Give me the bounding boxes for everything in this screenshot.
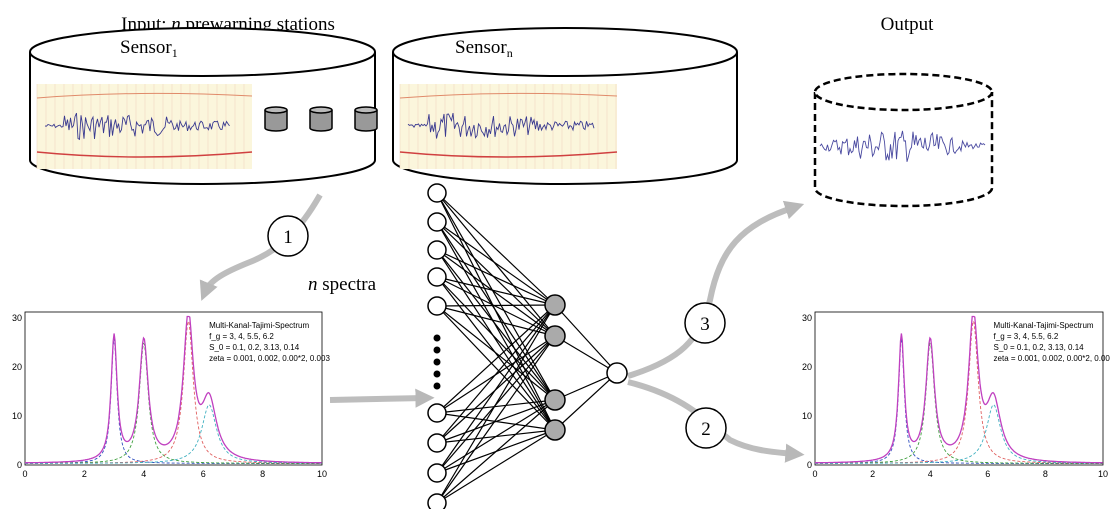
output-node [607, 363, 627, 383]
legend-text: Multi-Kanal-Tajimi-Spectrum [994, 321, 1094, 330]
step-circles [268, 216, 726, 448]
y-tick-label: 30 [12, 313, 22, 323]
input-node [428, 213, 446, 231]
y-tick-label: 10 [12, 411, 22, 421]
input-node [428, 241, 446, 259]
sensor-label: Sensorn [455, 37, 513, 60]
net-edge [437, 193, 555, 336]
input-node [428, 297, 446, 315]
input-node [428, 404, 446, 422]
ellipsis-dot [434, 383, 441, 390]
x-tick-label: 6 [985, 469, 990, 479]
spectra-label: n spectra [308, 274, 377, 295]
net-edge [437, 222, 555, 336]
small-cylinders [265, 107, 377, 131]
x-tick-label: 2 [82, 469, 87, 479]
plot-frame [815, 312, 1103, 465]
plot-frame [25, 312, 322, 465]
x-tick-label: 0 [812, 469, 817, 479]
net-edge [437, 336, 555, 503]
legend-text: zeta = 0.001, 0.002, 0.00*2, 0.003 [209, 354, 330, 363]
y-tick-label: 20 [802, 362, 812, 372]
x-tick-label: 10 [1098, 469, 1108, 479]
input-node [428, 268, 446, 286]
ellipsis-dot [434, 347, 441, 354]
output-label: Output [881, 14, 935, 35]
y-tick-label: 30 [802, 313, 812, 323]
step-label: 3 [700, 314, 710, 335]
legend-text: S_0 = 0.1, 0.2, 3.13, 0.14 [209, 343, 300, 352]
hidden-node [545, 420, 565, 440]
ellipsis-dot [434, 359, 441, 366]
x-tick-label: 4 [141, 469, 146, 479]
legend-text: S_0 = 0.1, 0.2, 3.13, 0.14 [994, 343, 1085, 352]
x-tick-label: 2 [870, 469, 875, 479]
x-tick-label: 6 [201, 469, 206, 479]
x-tick-label: 8 [1043, 469, 1048, 479]
y-tick-label: 20 [12, 362, 22, 372]
y-tick-label: 10 [802, 411, 812, 421]
spectrum-plot: 0 2 4 6 8 10 0 10 20 30 Multi-Kanal-Tajimi-Spectru… [802, 312, 1110, 479]
spectrum-plot: 0 2 4 6 8 10 0 10 20 30 Multi-Kanal-Tajimi-Spectru… [12, 312, 330, 479]
diagram: Input: n prewarning stations Output Sens… [0, 0, 1110, 509]
x-tick-label: 10 [317, 469, 327, 479]
sensor-label: Sensor1 [120, 37, 178, 60]
net-edge [437, 305, 555, 473]
input-node [428, 494, 446, 509]
hidden-node [545, 295, 565, 315]
x-tick-label: 8 [260, 469, 265, 479]
legend-text: zeta = 0.001, 0.002, 0.00*2, 0.003 [994, 354, 1110, 363]
neural-network [428, 184, 627, 509]
input-node [428, 184, 446, 202]
net-edge [437, 305, 555, 306]
hidden-node [545, 326, 565, 346]
input-node [428, 434, 446, 452]
ellipsis-dot [434, 371, 441, 378]
legend-text: Multi-Kanal-Tajimi-Spectrum [209, 321, 309, 330]
y-tick-label: 0 [17, 460, 22, 470]
hidden-node [545, 390, 565, 410]
step-label: 1 [283, 227, 293, 248]
ellipsis-dot [434, 335, 441, 342]
x-tick-label: 4 [928, 469, 933, 479]
input-node [428, 464, 446, 482]
x-tick-label: 0 [22, 469, 27, 479]
legend-text: f_g = 3, 4, 5.5, 6.2 [994, 332, 1059, 341]
y-tick-label: 0 [807, 460, 812, 470]
net-edge [555, 336, 617, 373]
step-label: 2 [701, 419, 711, 440]
net-edge [437, 306, 555, 400]
legend-text: f_g = 3, 4, 5.5, 6.2 [209, 332, 274, 341]
